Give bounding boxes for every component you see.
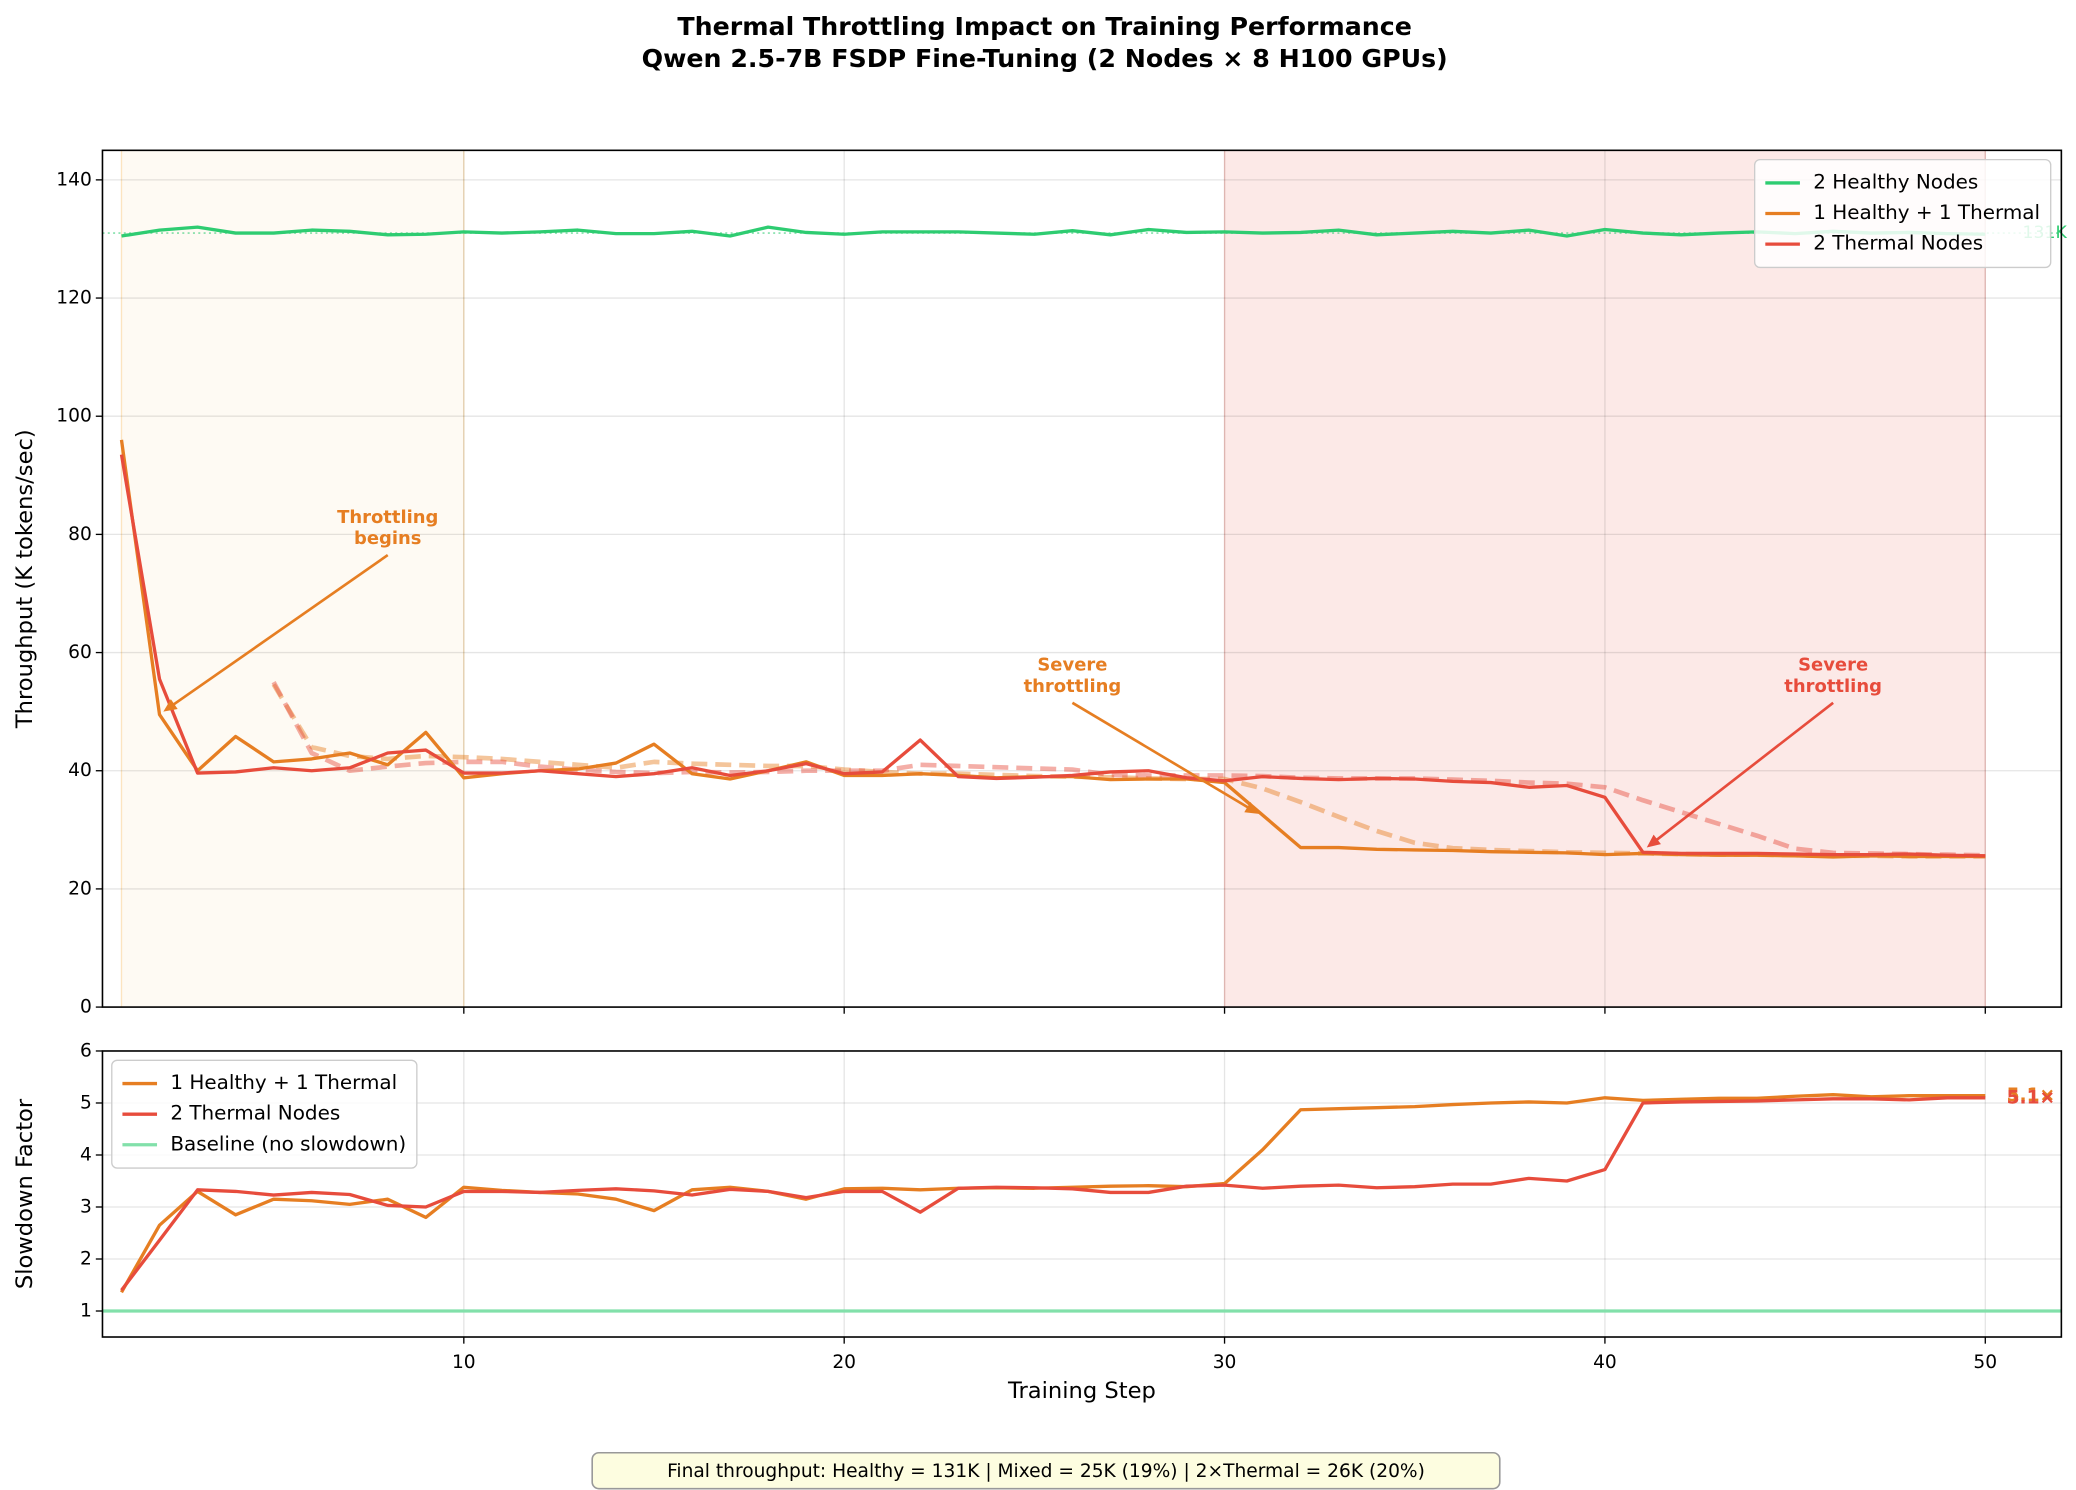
x-axis-label: Training Step <box>1007 1378 1156 1404</box>
y-tick-label: 120 <box>56 288 92 309</box>
footer-text: Final throughput: Healthy = 131K | Mixed… <box>667 1461 1425 1482</box>
legend-box <box>1754 158 2052 269</box>
y-tick-label: 140 <box>56 169 92 190</box>
y-tick-label: 60 <box>68 642 92 663</box>
y-axis-label: Slowdown Factor <box>12 1098 38 1289</box>
y-tick-label: 40 <box>68 760 92 781</box>
arrow-head <box>1244 801 1259 814</box>
annotation-arrow <box>1071 701 1253 811</box>
x-tick-label: 30 <box>1213 1352 1237 1373</box>
annotation-arrow <box>169 553 389 709</box>
axes-frame <box>101 1050 2063 1338</box>
y-tick-label: 100 <box>56 406 92 427</box>
arrow-head <box>1646 834 1661 848</box>
legend-label: 2 Thermal Nodes <box>1813 231 1983 255</box>
axes-frame <box>101 149 2063 1008</box>
y-tick-label: 3 <box>80 1196 92 1217</box>
legend-label: Baseline (no slowdown) <box>170 1131 406 1155</box>
legend: 1 Healthy + 1 Thermal 2 Thermal Nodes Base… <box>111 1059 418 1169</box>
legend-label: 1 Healthy + 1 Thermal <box>170 1070 397 1094</box>
y-tick-label: 4 <box>80 1144 92 1165</box>
plot-area <box>102 150 2062 1008</box>
legend-label: 2 Thermal Nodes <box>170 1101 340 1125</box>
annotation-text: Throttling <box>337 507 438 528</box>
series-line <box>121 225 1986 238</box>
legend-label: 2 Healthy Nodes <box>1813 169 1978 193</box>
annotation-text: throttling <box>1784 676 1882 697</box>
y-tick-label: 0 <box>80 997 92 1018</box>
legend-box <box>111 1059 418 1169</box>
end-label: 5.1× <box>2007 1085 2056 1106</box>
shaded-region <box>121 150 464 1008</box>
annotation-text: Severe <box>1798 655 1868 676</box>
y-tick-label: 20 <box>68 878 92 899</box>
annotation-text: throttling <box>1024 676 1122 697</box>
y-tick-label: 5 <box>80 1092 92 1113</box>
shaded-region <box>1224 150 1986 1008</box>
title-line: Qwen 2.5-7B FSDP Fine-Tuning (2 Nodes × … <box>642 44 1448 73</box>
y-tick-label: 2 <box>80 1249 92 1270</box>
x-tick-label: 10 <box>452 1352 476 1373</box>
y-tick-label: 1 <box>80 1301 92 1322</box>
plot-area <box>102 1050 2062 1338</box>
y-tick-label: 80 <box>68 524 92 545</box>
annotation-text: begins <box>354 528 422 549</box>
annotation-text: Severe <box>1037 655 1107 676</box>
series-line <box>120 1096 1986 1292</box>
title-line: Thermal Throttling Impact on Training Pe… <box>677 12 1412 41</box>
footer-box <box>591 1451 1501 1490</box>
x-tick-label: 20 <box>832 1352 856 1373</box>
y-axis-label: Throughput (K tokens/sec) <box>12 429 38 729</box>
legend: 2 Healthy Nodes 1 Healthy + 1 Thermal 2 Th… <box>1754 158 2052 269</box>
end-label: 5.1× <box>2007 1087 2056 1108</box>
legend-label: 1 Healthy + 1 Thermal <box>1813 200 2040 224</box>
x-tick-label: 40 <box>1593 1352 1617 1373</box>
y-tick-label: 6 <box>80 1040 92 1061</box>
series-line <box>119 454 1986 858</box>
x-tick-label: 50 <box>1973 1352 1997 1373</box>
arrow-head <box>163 699 178 712</box>
annotation-arrow <box>1652 701 1834 844</box>
